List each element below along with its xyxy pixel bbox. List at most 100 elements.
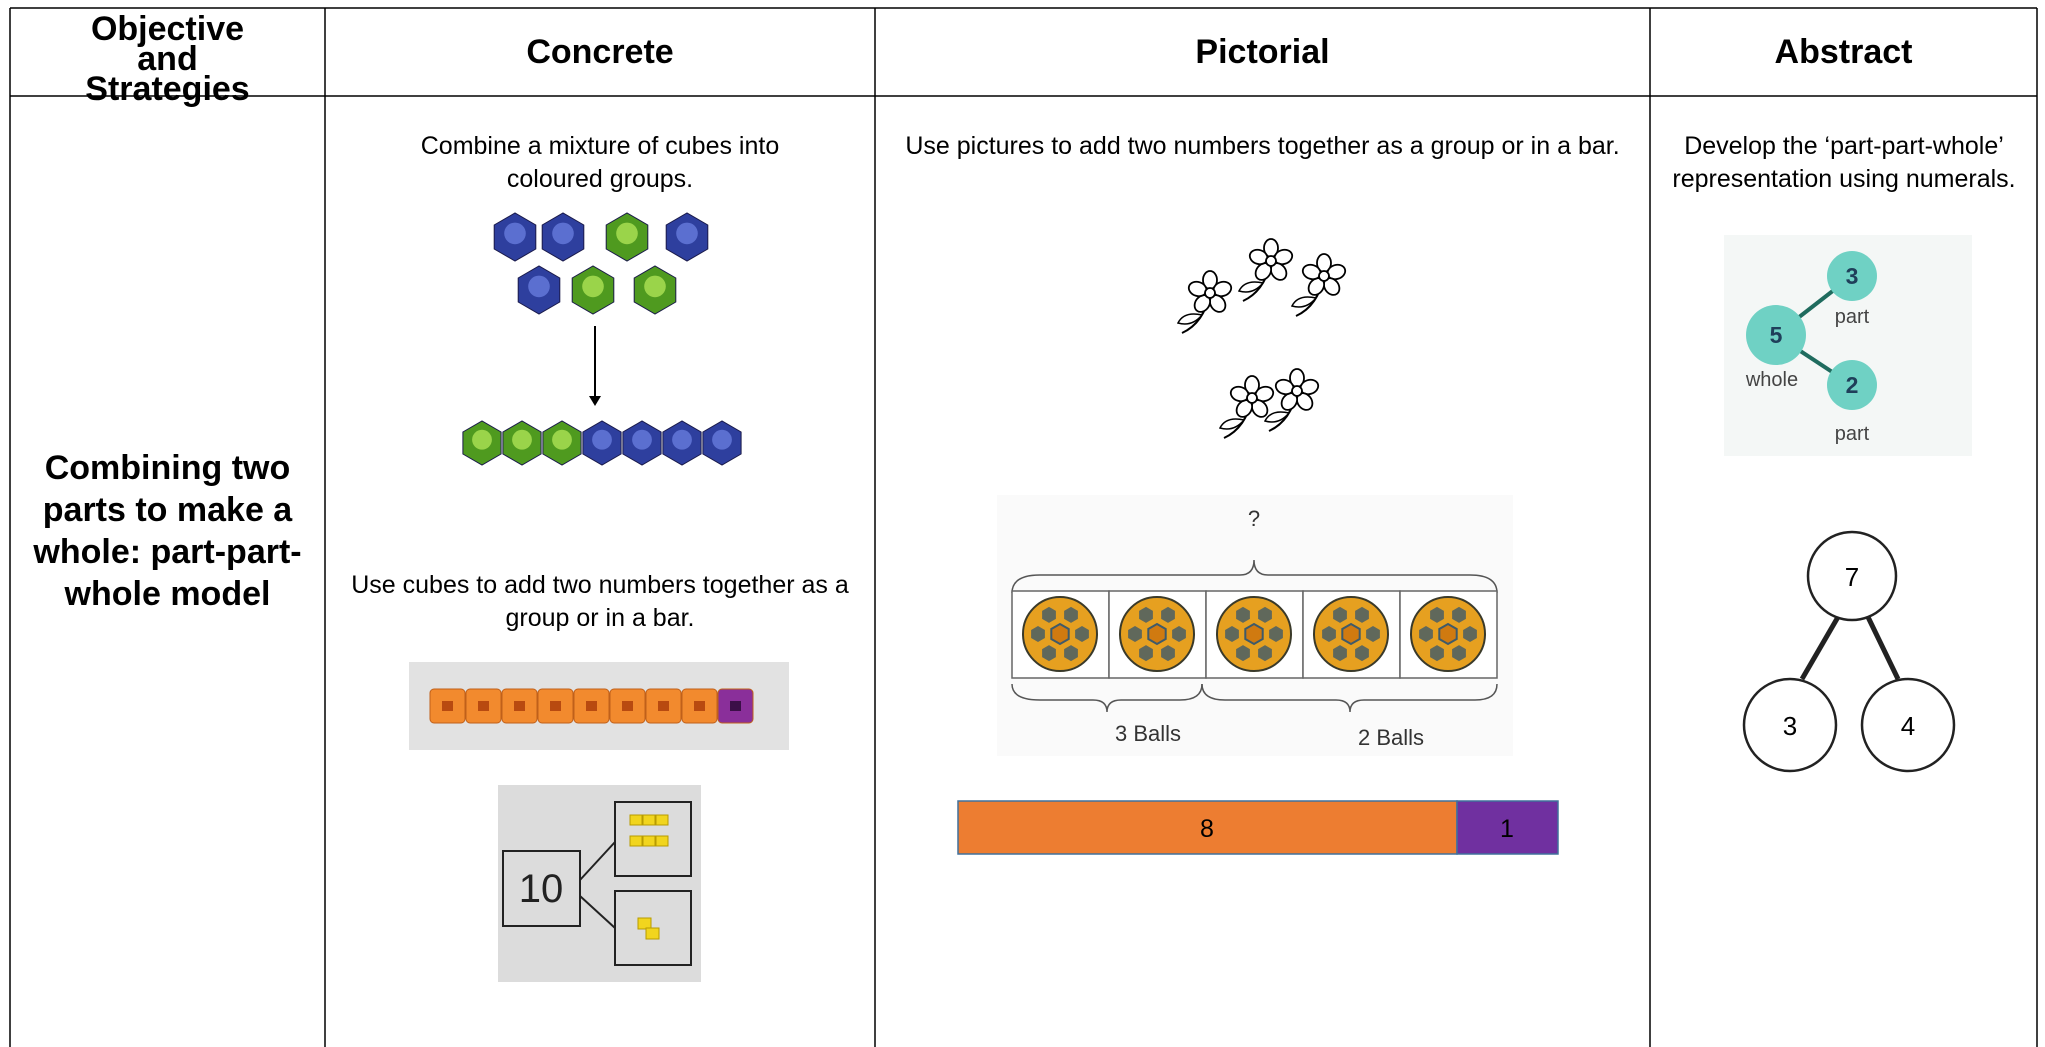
ball-patch: [1064, 645, 1078, 662]
node: [1806, 530, 1898, 622]
node-label: 5: [1770, 322, 1783, 348]
ball-patch: [1366, 626, 1380, 642]
cube-hole: [550, 701, 561, 711]
flower-centre: [1204, 287, 1216, 299]
bar-part: [957, 800, 1458, 855]
node: [1860, 677, 1956, 773]
cell-text: Combine a mixture of cubes into coloured…: [420, 132, 780, 193]
cube-hole: [586, 701, 597, 711]
ball-patch: [1438, 622, 1458, 646]
cube-hole: [622, 701, 633, 711]
cube-knob: [552, 222, 574, 245]
node-label: 3: [1846, 263, 1859, 289]
cube-knob: [672, 429, 692, 450]
cube-knob: [632, 429, 652, 450]
ball-patch: [1452, 606, 1466, 623]
ball-patch: [1031, 626, 1045, 642]
column-header: Abstract: [1774, 33, 1913, 71]
ball-patch: [1452, 645, 1466, 662]
flower-leaf: [1263, 411, 1290, 423]
node-caption: part: [1835, 306, 1870, 328]
column-header: Pictorial: [1195, 33, 1330, 71]
ball-patch: [1225, 626, 1239, 642]
ball-patch: [1236, 645, 1250, 662]
ball-patch: [1042, 645, 1056, 662]
brace-label: 2 Balls: [1358, 725, 1424, 750]
cube-knob: [528, 275, 550, 298]
cube-hole: [658, 701, 669, 711]
cube-knob: [644, 275, 666, 298]
arrow-head: [589, 396, 601, 406]
question: ?: [1248, 506, 1260, 531]
ball-patch: [1128, 626, 1142, 642]
row-label: Combining two parts to make a whole: par…: [33, 449, 302, 613]
flower-centre: [1265, 255, 1277, 267]
bar-label: 1: [1500, 815, 1514, 843]
node-label: 3: [1783, 711, 1797, 741]
ball-patch: [1341, 622, 1361, 646]
ball-boxes: [1011, 590, 1498, 679]
cell-text: Develop the ‘part-part-whole’ representa…: [1672, 132, 2016, 193]
ball-patch: [1430, 645, 1444, 662]
small-cube: [642, 835, 656, 847]
ball-patch: [1050, 622, 1070, 646]
small-cube: [645, 927, 660, 940]
cell-text: Use pictures to add two numbers together…: [905, 132, 1620, 160]
bar-label: 8: [1200, 815, 1214, 843]
flower-leaf: [1290, 296, 1317, 308]
node-caption: whole: [1745, 369, 1798, 391]
ball-patch: [1258, 606, 1272, 623]
small-cubes: [629, 814, 669, 940]
flower-centre: [1246, 392, 1258, 404]
cube-knob: [676, 222, 698, 245]
ball-patch: [1147, 622, 1167, 646]
node: [1827, 360, 1877, 410]
brace-label: 3 Balls: [1115, 721, 1181, 746]
cube-knob: [512, 429, 532, 450]
cube-knob: [504, 222, 526, 245]
flowers: [1176, 238, 1347, 439]
ball-patch: [1075, 626, 1089, 642]
brace: [1011, 683, 1203, 713]
box: [614, 801, 692, 877]
column-header: Objective and Strategies: [85, 10, 250, 108]
small-cube: [629, 835, 643, 847]
node-label: 7: [1845, 562, 1859, 592]
cube-knob: [616, 222, 638, 245]
cube-knob: [552, 429, 572, 450]
ball-patch: [1139, 606, 1153, 623]
ball-patch: [1258, 645, 1272, 662]
column-header: Concrete: [526, 33, 674, 71]
cube-hole: [730, 701, 741, 711]
link: [579, 895, 616, 929]
flower-leaf: [1176, 313, 1203, 325]
cube-knob: [582, 275, 604, 298]
ball-patch: [1236, 606, 1250, 623]
ball-patch: [1161, 606, 1175, 623]
ball-patch: [1172, 626, 1186, 642]
brace: [1011, 559, 1498, 594]
ball-patch: [1139, 645, 1153, 662]
ball-patch: [1269, 626, 1283, 642]
ball-patch: [1064, 606, 1078, 623]
cube-hole: [442, 701, 453, 711]
cube-hole: [694, 701, 705, 711]
ball-patch: [1355, 606, 1369, 623]
small-cube: [629, 814, 643, 826]
brace: [1201, 683, 1498, 713]
flower-centre: [1318, 270, 1330, 282]
link: [579, 841, 616, 881]
ball-patch: [1322, 626, 1336, 642]
cube-knob: [712, 429, 732, 450]
bar-part: [1456, 800, 1559, 855]
link: [1799, 615, 1841, 681]
flower-centre: [1291, 385, 1303, 397]
link: [1865, 615, 1901, 681]
small-cube: [637, 917, 652, 930]
node-label: 4: [1901, 711, 1915, 741]
flower-leaf: [1218, 418, 1245, 430]
cube-knob: [592, 429, 612, 450]
small-cube: [642, 814, 656, 826]
